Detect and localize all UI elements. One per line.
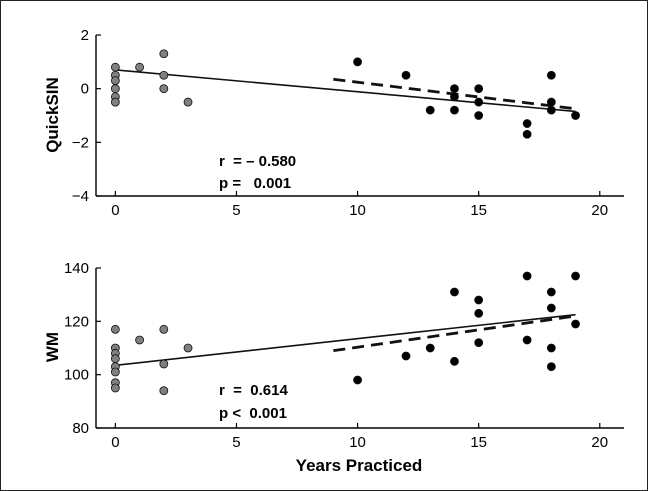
quicksin-data-point: [159, 49, 169, 59]
wm-data-point: [401, 351, 411, 361]
wm-data-point: [353, 375, 362, 385]
wm-x-tick-label: 20: [591, 434, 608, 451]
quicksin-fit-lines: [115, 69, 576, 113]
quicksin-x-tick-label: 20: [591, 202, 608, 219]
wm-data-point: [450, 287, 459, 297]
quicksin-data-point: [450, 84, 459, 94]
wm-data-point: [159, 386, 169, 396]
wm-fit-lines: [115, 313, 576, 367]
quicksin-x-tick-label: 5: [232, 202, 240, 219]
wm-data-point: [159, 359, 169, 369]
wm-fit-line-solid: [115, 313, 576, 367]
wm-x-tick-label: 15: [470, 434, 487, 451]
quicksin-data-point: [450, 92, 459, 102]
quicksin-y-tick-label: 0: [81, 81, 89, 98]
quicksin-data-point: [159, 70, 169, 80]
quicksin-data-point: [474, 111, 484, 120]
wm-fit-line-dashed: [333, 314, 576, 353]
wm-panel: WM 80 100 120 140 0 5 10 15 20 r = 0.614 p < 0.0…: [43, 260, 624, 475]
quicksin-data-point: [546, 70, 556, 80]
quicksin-data-point: [110, 84, 120, 94]
wm-x-tick-label: 0: [111, 434, 119, 451]
quicksin-data-point: [110, 76, 120, 86]
wm-data-point: [546, 343, 556, 353]
wm-data-point: [546, 362, 556, 372]
quicksin-x-tick-label: 15: [470, 202, 487, 219]
quicksin-x-tick-label: 0: [111, 202, 119, 219]
wm-data-point: [546, 303, 556, 313]
wm-data-point: [571, 271, 580, 281]
wm-data-point: [135, 335, 144, 345]
wm-ylabel: WM: [43, 332, 62, 362]
quicksin-data-point: [110, 62, 120, 72]
wm-data-point: [110, 367, 120, 377]
x-axis-title: Years Practiced: [296, 456, 423, 475]
wm-p-annotation: p < 0.001: [219, 405, 287, 422]
wm-data-point: [474, 295, 484, 305]
quicksin-data-point: [183, 97, 193, 107]
quicksin-data-point: [546, 105, 556, 115]
quicksin-data-point: [571, 111, 580, 120]
wm-y-tick-label: 80: [72, 420, 89, 437]
quicksin-data-point: [522, 119, 532, 128]
wm-r-annotation: r = 0.614: [219, 382, 288, 399]
wm-points: [110, 271, 580, 396]
quicksin-data-point: [159, 84, 169, 94]
quicksin-data-point: [353, 57, 362, 67]
wm-x-tick-label: 10: [349, 434, 366, 451]
wm-data-point: [546, 287, 556, 297]
quicksin-data-point: [474, 84, 484, 94]
quicksin-y-tick-label: −4: [72, 188, 89, 205]
wm-data-point: [522, 271, 532, 281]
wm-data-point: [522, 335, 532, 345]
quicksin-data-point: [474, 97, 484, 107]
quicksin-p-annotation: p = 0.001: [219, 175, 291, 192]
wm-data-point: [110, 354, 120, 364]
wm-y-tick-label: 100: [64, 367, 89, 384]
quicksin-y-tick-label: 2: [81, 27, 89, 44]
wm-y-tick-label: 140: [64, 260, 89, 277]
quicksin-data-point: [546, 97, 556, 107]
quicksin-ylabel: QuickSIN: [43, 77, 62, 153]
quicksin-fit-line-solid: [115, 69, 576, 113]
quicksin-data-point: [425, 105, 435, 115]
quicksin-r-annotation: r = – 0.580: [219, 153, 296, 170]
quicksin-data-point: [401, 70, 411, 80]
wm-data-point: [425, 343, 435, 353]
wm-data-point: [183, 343, 193, 353]
quicksin-data-point: [450, 105, 459, 115]
wm-data-point: [474, 308, 484, 318]
wm-data-point: [159, 324, 169, 334]
quicksin-points: [110, 49, 580, 139]
quicksin-y-tick-label: −2: [72, 134, 89, 151]
wm-data-point: [474, 338, 484, 348]
quicksin-data-point: [135, 62, 144, 72]
wm-x-tick-label: 5: [232, 434, 240, 451]
quicksin-x-tick-label: 10: [349, 202, 366, 219]
wm-ticks: 80 100 120 140 0 5 10 15 20: [64, 260, 624, 451]
wm-y-tick-label: 120: [64, 313, 89, 330]
wm-data-point: [450, 356, 459, 366]
quicksin-data-point: [522, 129, 532, 139]
quicksin-data-point: [110, 97, 120, 107]
wm-data-point: [110, 324, 120, 334]
wm-data-point: [110, 383, 120, 393]
wm-data-point: [571, 319, 580, 329]
